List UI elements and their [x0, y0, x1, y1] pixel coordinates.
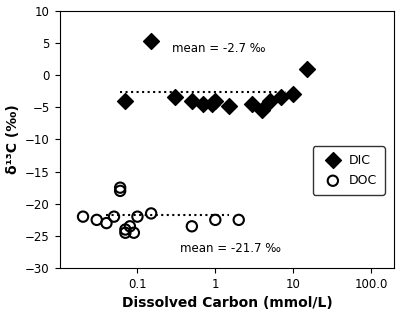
DOC	[122, 227, 128, 232]
DIC	[259, 108, 265, 113]
DIC	[200, 101, 206, 106]
DOC	[117, 185, 123, 190]
DOC	[117, 188, 123, 193]
DOC	[131, 230, 137, 235]
DOC	[111, 214, 117, 219]
DIC	[249, 101, 256, 106]
DOC	[236, 217, 242, 222]
DIC	[278, 95, 284, 100]
DIC	[226, 103, 232, 108]
DOC	[134, 214, 141, 219]
DIC	[148, 39, 154, 44]
DOC	[148, 211, 154, 216]
DOC	[212, 217, 218, 222]
DOC	[80, 214, 86, 219]
DIC	[266, 98, 273, 103]
Legend: DIC, DOC: DIC, DOC	[313, 146, 385, 195]
Text: mean = -21.7 ‰: mean = -21.7 ‰	[180, 242, 281, 255]
Text: mean = -2.7 ‰: mean = -2.7 ‰	[172, 42, 266, 55]
Y-axis label: δ¹³C (‰): δ¹³C (‰)	[6, 105, 20, 174]
DIC	[290, 92, 296, 97]
DIC	[189, 98, 195, 103]
DIC	[122, 98, 128, 103]
DOC	[122, 230, 128, 235]
DOC	[103, 221, 110, 226]
DIC	[171, 95, 178, 100]
DOC	[94, 217, 100, 222]
X-axis label: Dissolved Carbon (mmol/L): Dissolved Carbon (mmol/L)	[122, 296, 332, 310]
DIC	[208, 101, 215, 106]
DOC	[189, 224, 195, 229]
DOC	[127, 224, 133, 229]
DIC	[304, 66, 310, 71]
DIC	[212, 98, 218, 103]
